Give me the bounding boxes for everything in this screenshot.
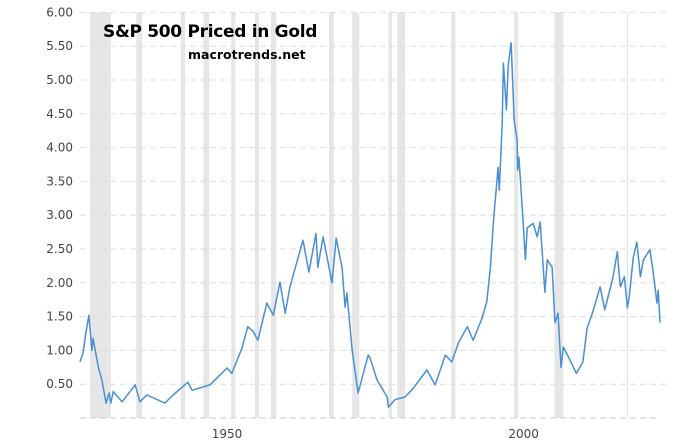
y-tick-label: 1.00 (46, 343, 73, 357)
y-tick-label: 0.50 (46, 377, 73, 391)
recession-band (254, 12, 260, 419)
chart-title: S&P 500 Priced in Gold (103, 22, 318, 42)
recession-band (514, 12, 519, 419)
recession-band (136, 12, 143, 419)
recession-band (626, 12, 628, 419)
y-tick-label: 6.00 (46, 5, 73, 19)
y-tick-label: 2.50 (46, 242, 73, 256)
recession-band (554, 12, 564, 419)
y-tick-label: 5.00 (46, 73, 73, 87)
y-tick-label: 4.00 (46, 141, 73, 155)
y-tick-label: 3.50 (46, 174, 73, 188)
y-tick-label: 5.50 (46, 39, 73, 53)
y-tick-label: 3.00 (46, 208, 73, 222)
y-tick-label: 1.50 (46, 310, 73, 324)
chart-subtitle: macrotrends.net (188, 47, 306, 62)
recession-band (203, 12, 210, 419)
x-tick-label: 2000 (508, 427, 539, 441)
y-tick-label: 2.00 (46, 276, 73, 290)
series-line (79, 42, 661, 408)
x-tick-label: 1950 (212, 427, 243, 441)
y-tick-label: 4.50 (46, 107, 73, 121)
